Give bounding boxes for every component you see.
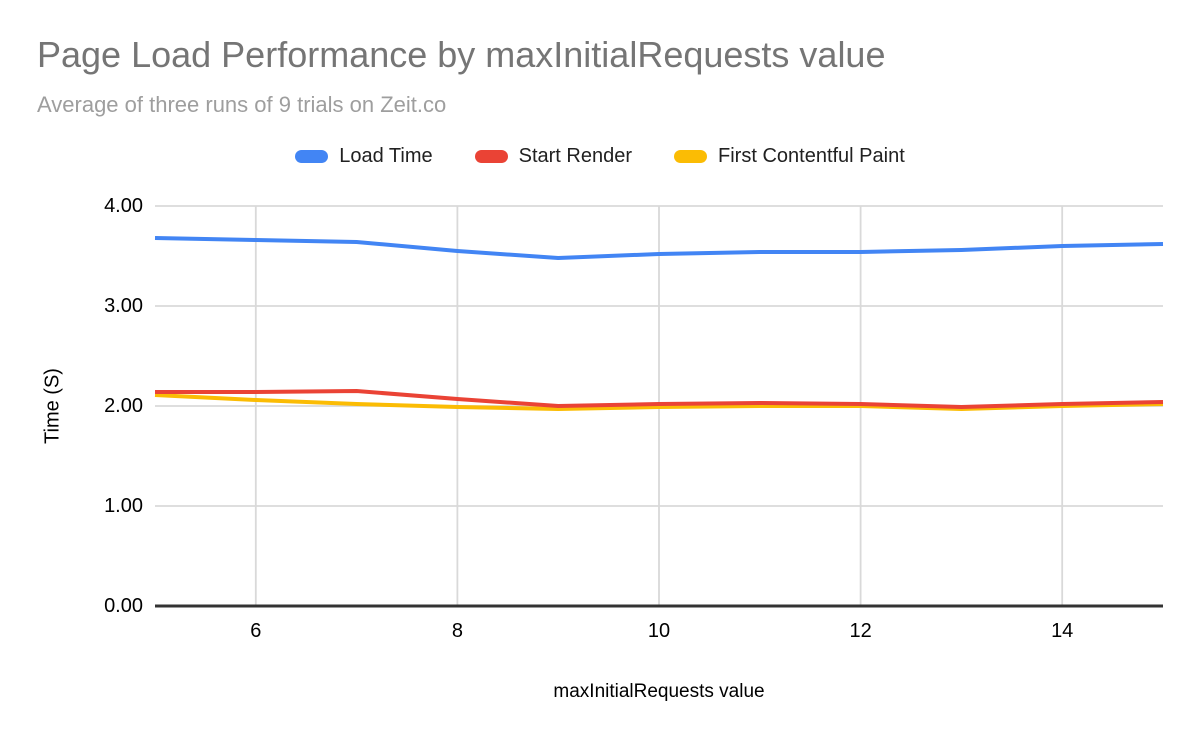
y-tick-label: 1.00 [104, 495, 143, 517]
x-tick-label: 6 [250, 620, 262, 642]
chart-title: Page Load Performance by maxInitialReque… [37, 34, 886, 75]
x-axis-title: maxInitialRequests value [553, 681, 765, 702]
legend-swatch-icon [474, 149, 508, 163]
y-tick-label: 2.00 [104, 395, 143, 417]
legend-label: Start Render [518, 145, 633, 167]
series-line-start-render [155, 389, 1164, 409]
x-tick-label: 12 [849, 620, 872, 642]
legend-label: First Contentful Paint [718, 145, 905, 167]
y-tick-label: 0.00 [104, 595, 143, 617]
chart-subtitle: Average of three runs of 9 trials on Zei… [37, 92, 447, 117]
legend-item-start-render: Start Render [474, 143, 633, 169]
series-line-load-time [154, 236, 1164, 260]
legend-item-first-contentful-paint: First Contentful Paint [674, 143, 905, 169]
legend-swatch-icon [295, 149, 329, 163]
x-tick-label: 14 [1051, 620, 1074, 642]
x-tick-label: 10 [647, 620, 671, 642]
legend-swatch-icon [674, 149, 708, 163]
y-tick-label: 3.00 [104, 295, 143, 317]
y-tick-label: 4.00 [104, 195, 143, 217]
legend-item-load-time: Load Time [295, 143, 433, 169]
x-tick-label: 8 [451, 620, 463, 642]
chart-legend: Load Time Start Render First Contentful Pa… [0, 143, 1200, 169]
y-axis-title: Time (S) [41, 368, 64, 444]
legend-label: Load Time [339, 145, 433, 167]
